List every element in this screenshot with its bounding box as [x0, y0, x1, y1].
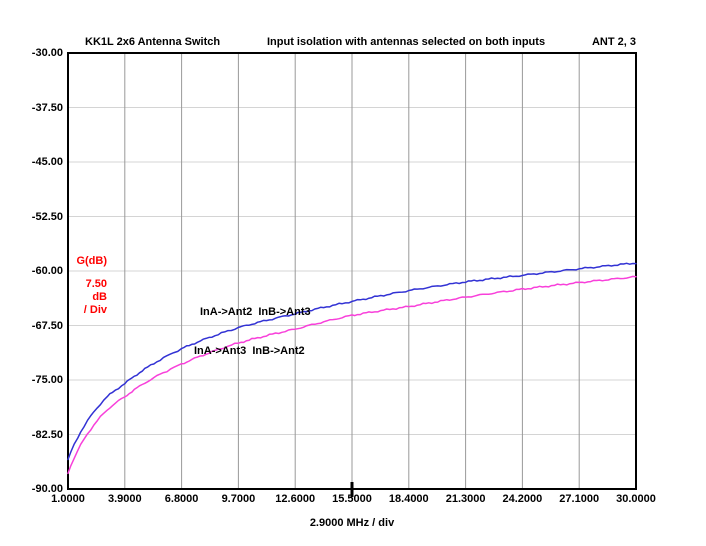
y-tick-label: -52.50 [31, 210, 63, 223]
x-tick-label: 24.2000 [502, 493, 543, 505]
y-axis-per-div-suffix: / Div [83, 304, 107, 316]
x-tick-label: 6.8000 [164, 493, 199, 505]
y-tick-label: -90.00 [31, 483, 63, 495]
y-tick-label: -82.50 [31, 428, 63, 441]
y-tick-label: -60.00 [31, 265, 63, 277]
y-axis-unit-block: G(dB) 7.50 dB / Div [70, 255, 107, 317]
antenna-selection-label: ANT 2, 3 [591, 36, 636, 48]
x-axis-caption: 2.9000 MHz / div [309, 517, 395, 529]
x-tick-label: 27.1000 [559, 493, 600, 505]
y-axis-quantity-label: G(dB) [76, 255, 107, 267]
chart-title: Input isolation with antennas selected o… [267, 36, 546, 48]
y-tick-label: -45.00 [31, 156, 63, 168]
y-axis-per-div-value: 7.50 [85, 278, 107, 290]
blue-trace-annotation: InA->Ant2 InB->Ant3 [200, 306, 311, 318]
magenta-trace-annotation: InA->Ant3 InB->Ant2 [194, 345, 305, 357]
x-tick-label: 21.3000 [445, 493, 486, 505]
x-tick-label: 12.6000 [275, 493, 316, 505]
x-tick-label: 30.0000 [616, 493, 656, 505]
trace-blue [67, 262, 637, 461]
x-tick-label: 15.5000 [332, 493, 372, 505]
y-tick-label: -30.00 [31, 47, 63, 59]
chart-subtitle: KK1L 2x6 Antenna Switch [85, 36, 221, 48]
x-tick-label: 9.7000 [221, 493, 256, 505]
y-tick-label: -67.50 [31, 319, 63, 332]
y-tick-label: -75.00 [31, 374, 63, 386]
x-tick-label: 18.4000 [388, 493, 429, 505]
x-tick-label: 3.9000 [107, 493, 142, 505]
x-tick-label: 1.0000 [51, 493, 85, 505]
trace-magenta [67, 275, 637, 475]
y-axis-per-div-unit: dB [92, 291, 107, 303]
y-tick-label: -37.50 [31, 101, 63, 114]
